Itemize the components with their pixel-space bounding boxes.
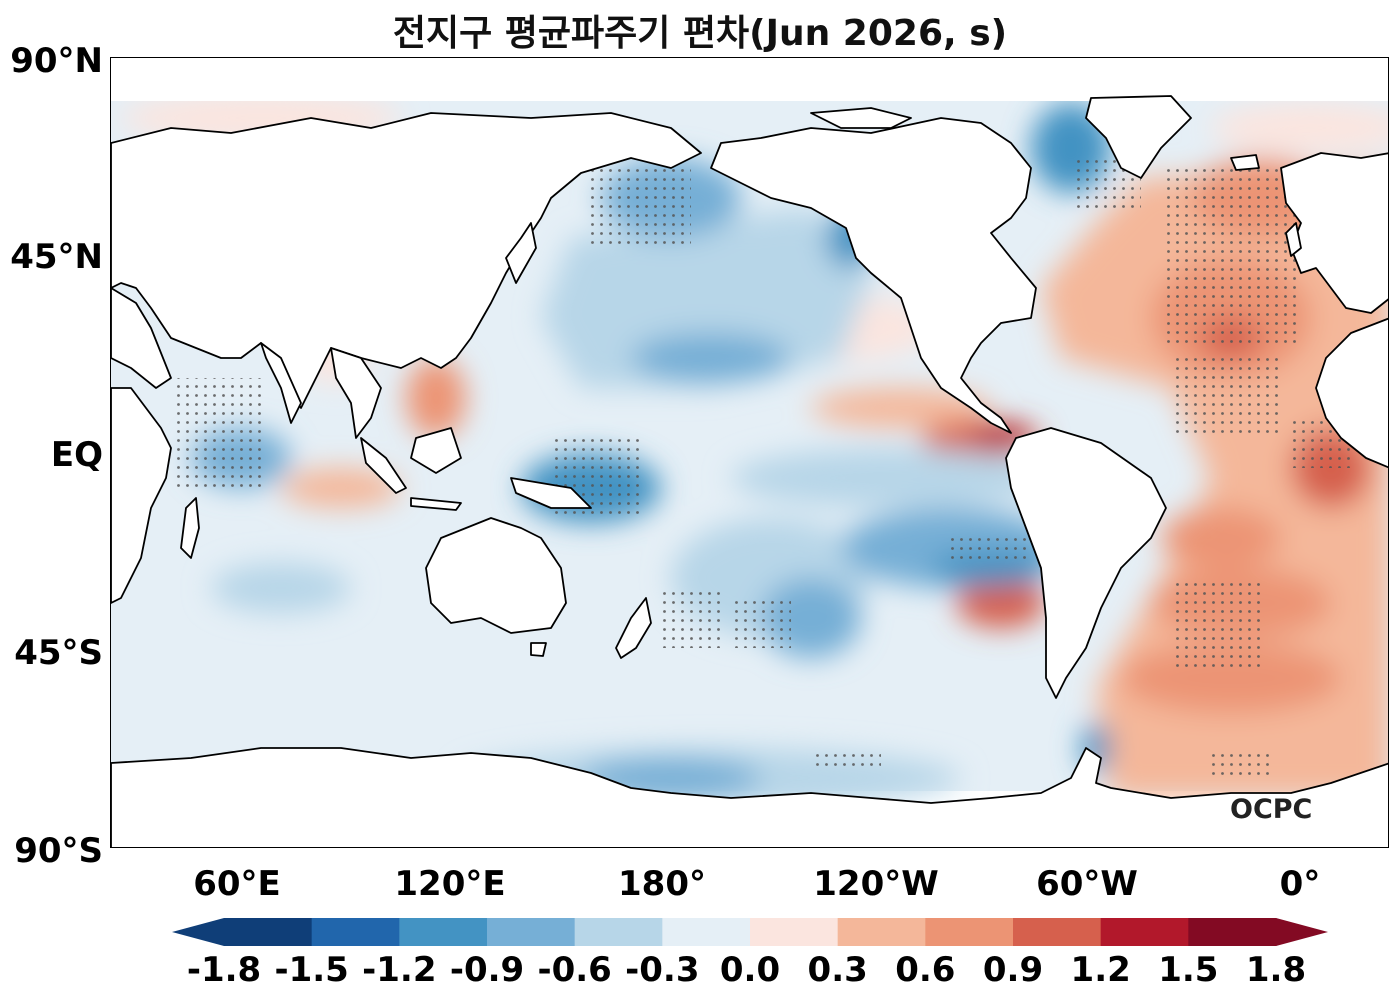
- stipple-region: [171, 378, 261, 488]
- lat-label-90n: 90°N: [10, 41, 103, 81]
- indian-cool-2: [211, 563, 351, 613]
- land: [111, 58, 1388, 847]
- indochina: [330, 347, 382, 439]
- antarctica: [111, 747, 1388, 847]
- colorbar-tick-label: -0.3: [625, 950, 700, 990]
- lon-label-60w: 60°W: [1036, 864, 1138, 904]
- lon-label-60e: 60°E: [193, 864, 281, 904]
- australia: [425, 517, 567, 634]
- stipple-region: [1161, 168, 1301, 348]
- africa-west: [1315, 317, 1388, 469]
- japan: [505, 222, 537, 284]
- lat-label-45s: 45°S: [14, 633, 103, 673]
- lon-label-120w: 120°W: [813, 864, 939, 904]
- arctic-fringe-east: [1211, 103, 1388, 153]
- colorbar-tick-label: 0.9: [982, 950, 1044, 990]
- equatorial-pacific-cool: [731, 448, 1051, 508]
- new-zealand: [615, 597, 652, 659]
- new-guinea: [510, 477, 592, 509]
- colorbar-segment: [1013, 918, 1102, 946]
- stipple-region: [731, 598, 791, 648]
- stipple-region: [1171, 578, 1261, 668]
- colorbar-segment: [750, 918, 839, 946]
- colorbar-segment: [574, 918, 663, 946]
- colorbar-segment: [925, 918, 1014, 946]
- iceland: [1230, 154, 1260, 171]
- colorbar-tick-label: -1.8: [186, 950, 262, 990]
- lon-label-120e: 120°E: [394, 864, 506, 904]
- eurasia: [111, 112, 702, 409]
- lat-label-45n: 45°N: [10, 237, 103, 277]
- lon-label-180: 180°: [618, 864, 706, 904]
- colorbar-extend-max: [1276, 918, 1328, 946]
- colorbar-tick-label: 0.6: [895, 950, 956, 990]
- colorbar-tick-label: 1.8: [1245, 950, 1307, 990]
- stipple-region: [1211, 748, 1271, 778]
- stipple-region: [951, 538, 1031, 563]
- lat-label-eq: EQ: [50, 435, 103, 475]
- map-title: 전지구 평균파주기 편차(Jun 2026, s): [392, 13, 1008, 54]
- borneo: [410, 427, 462, 474]
- unmasked-north: [111, 58, 1388, 101]
- lon-label-0: 0°: [1279, 864, 1321, 904]
- india: [260, 342, 302, 424]
- colorbar: [172, 918, 1328, 946]
- uk: [1285, 222, 1302, 257]
- colorbar-tick-label: 1.2: [1070, 950, 1131, 990]
- atlantic-warm-core-s1: [1161, 508, 1281, 568]
- sw-south-america-warm: [956, 578, 1046, 628]
- stipple-region: [661, 588, 721, 648]
- colorbar-tick-label: 0.3: [807, 950, 868, 990]
- sumatra: [360, 437, 407, 494]
- significance-stippling: [171, 158, 1351, 778]
- indian-ocean-warm: [281, 468, 401, 508]
- stipple-region: [1171, 358, 1281, 438]
- java: [410, 497, 462, 511]
- pacific-cool: [541, 208, 871, 388]
- colorbar-segment: [487, 918, 576, 946]
- colorbar-segment: [837, 918, 926, 946]
- colorbar-segment: [224, 918, 313, 946]
- europe: [1280, 152, 1388, 314]
- tasmania: [530, 642, 547, 657]
- subtropical-pacific-cool: [631, 333, 791, 383]
- colorbar-segment: [1100, 918, 1189, 946]
- stipple-region: [591, 168, 691, 248]
- colorbar-svg: [172, 918, 1328, 946]
- north-america: [710, 117, 1037, 434]
- greenland: [1085, 95, 1192, 179]
- colorbar-segment: [311, 918, 400, 946]
- stipple-region: [811, 748, 881, 768]
- south-america: [1005, 427, 1167, 699]
- colorbar-tick-label: 1.5: [1158, 950, 1219, 990]
- arctic-islands: [810, 107, 912, 129]
- south-china-sea-warm: [406, 358, 466, 438]
- map-panel: [110, 57, 1389, 848]
- arabia: [111, 287, 172, 389]
- ocpc-logo: OCPC: [1230, 794, 1313, 825]
- anomaly-map: [111, 58, 1388, 847]
- colorbar-tick-label: -1.2: [362, 950, 437, 990]
- africa-east: [111, 387, 172, 604]
- colorbar-tick-label: -1.5: [274, 950, 349, 990]
- colorbar-tick-label: -0.6: [537, 950, 612, 990]
- colorbar-tick-label: -0.9: [449, 950, 525, 990]
- colorbar-extend-min: [172, 918, 224, 946]
- colorbar-segment: [399, 918, 488, 946]
- colorbar-segment: [662, 918, 751, 946]
- lat-label-90s: 90°S: [14, 831, 103, 871]
- colorbar-segment: [1188, 918, 1277, 946]
- madagascar: [180, 497, 200, 559]
- pacific-warm-band: [811, 388, 991, 428]
- colorbar-tick-label: 0.0: [719, 950, 781, 990]
